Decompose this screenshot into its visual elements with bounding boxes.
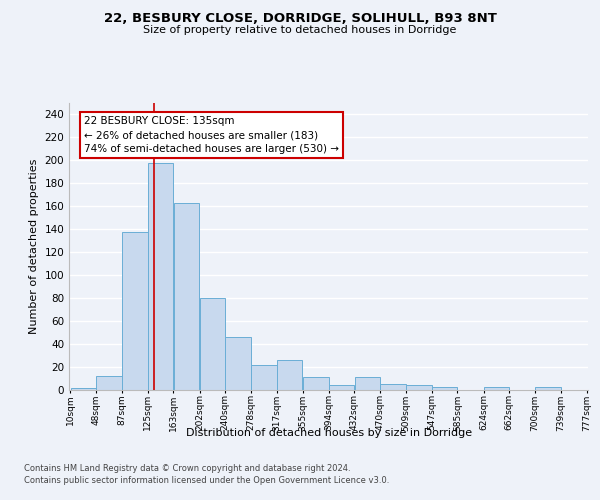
- Bar: [71, 388, 96, 390]
- Bar: [380, 384, 406, 390]
- Bar: [535, 386, 561, 390]
- Bar: [329, 386, 354, 390]
- Bar: [251, 364, 277, 390]
- Text: Size of property relative to detached houses in Dorridge: Size of property relative to detached ho…: [143, 25, 457, 35]
- Bar: [432, 386, 457, 390]
- Bar: [122, 232, 148, 390]
- Text: Contains public sector information licensed under the Open Government Licence v3: Contains public sector information licen…: [24, 476, 389, 485]
- Bar: [355, 378, 380, 390]
- Text: 22 BESBURY CLOSE: 135sqm
← 26% of detached houses are smaller (183)
74% of semi-: 22 BESBURY CLOSE: 135sqm ← 26% of detach…: [84, 116, 339, 154]
- Bar: [96, 376, 122, 390]
- Bar: [226, 337, 251, 390]
- Bar: [303, 378, 329, 390]
- Text: Contains HM Land Registry data © Crown copyright and database right 2024.: Contains HM Land Registry data © Crown c…: [24, 464, 350, 473]
- Text: Distribution of detached houses by size in Dorridge: Distribution of detached houses by size …: [186, 428, 472, 438]
- Bar: [173, 202, 199, 390]
- Bar: [406, 386, 431, 390]
- Bar: [277, 360, 302, 390]
- Bar: [200, 298, 225, 390]
- Y-axis label: Number of detached properties: Number of detached properties: [29, 158, 39, 334]
- Text: 22, BESBURY CLOSE, DORRIDGE, SOLIHULL, B93 8NT: 22, BESBURY CLOSE, DORRIDGE, SOLIHULL, B…: [104, 12, 496, 26]
- Bar: [148, 164, 173, 390]
- Bar: [484, 386, 509, 390]
